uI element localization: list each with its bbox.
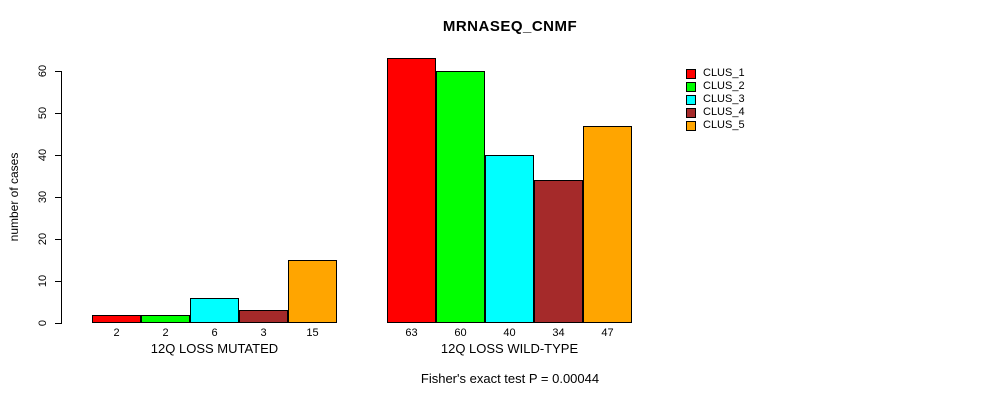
legend-swatch-icon	[686, 81, 696, 92]
legend-item-clus_4: CLUS_4	[686, 106, 745, 119]
legend-swatch-icon	[686, 120, 696, 131]
bar-value-label: 15	[306, 327, 319, 339]
y-axis-tick	[55, 197, 61, 198]
bar-clus_5-group1	[288, 260, 337, 323]
chart-title: MRNASEQ_CNMF	[442, 18, 578, 35]
y-axis-tick-label: 20	[37, 232, 49, 246]
group-label-2: 12Q LOSS WILD-TYPE	[440, 341, 579, 356]
bar-value-label: 2	[162, 327, 169, 339]
bar-value-label: 2	[113, 327, 120, 339]
legend-label: CLUS_3	[703, 93, 745, 105]
y-axis-tick	[55, 323, 61, 324]
bar-clus_5-group2	[583, 126, 632, 323]
bar-value-label: 63	[405, 327, 418, 339]
y-axis-tick	[55, 155, 61, 156]
bar-clus_3-group2	[485, 155, 534, 323]
bar-clus_1-group2	[387, 58, 436, 323]
y-axis-tick	[55, 113, 61, 114]
legend-label: CLUS_1	[703, 67, 745, 79]
y-axis-line	[61, 71, 62, 324]
y-axis-tick-label: 10	[37, 274, 49, 288]
y-axis-tick-label: 30	[37, 190, 49, 204]
bar-value-label: 6	[211, 327, 218, 339]
bar-clus_3-group1	[190, 298, 239, 323]
bar-clus_2-group2	[436, 71, 485, 323]
y-axis-tick-label: 0	[37, 319, 49, 327]
legend-label: CLUS_2	[703, 80, 745, 92]
bar-value-label: 47	[601, 327, 614, 339]
legend-item-clus_1: CLUS_1	[686, 67, 745, 80]
bar-value-label: 34	[552, 327, 565, 339]
bar-clus_2-group1	[141, 315, 190, 323]
legend-label: CLUS_4	[703, 106, 745, 118]
y-axis-tick-label: 40	[37, 148, 49, 162]
fisher-test-annotation: Fisher's exact test P = 0.00044	[420, 371, 600, 386]
y-axis-tick	[55, 71, 61, 72]
y-axis-tick	[55, 281, 61, 282]
bar-clus_4-group2	[534, 180, 583, 323]
group-label-1: 12Q LOSS MUTATED	[150, 341, 279, 356]
y-axis-tick-label: 50	[37, 106, 49, 120]
y-axis-title: number of cases	[7, 152, 21, 242]
bar-value-label: 40	[503, 327, 516, 339]
legend-label: CLUS_5	[703, 119, 745, 131]
bar-value-label: 60	[454, 327, 467, 339]
y-axis-tick-label: 60	[37, 64, 49, 78]
legend: CLUS_1 CLUS_2 CLUS_3 CLUS_4 CLUS_5	[686, 67, 745, 132]
bar-clus_4-group1	[239, 310, 288, 323]
legend-swatch-icon	[686, 107, 696, 118]
legend-item-clus_3: CLUS_3	[686, 93, 745, 106]
legend-swatch-icon	[686, 94, 696, 105]
legend-item-clus_2: CLUS_2	[686, 80, 745, 93]
legend-swatch-icon	[686, 68, 696, 79]
bar-clus_1-group1	[92, 315, 141, 323]
y-axis-tick	[55, 239, 61, 240]
legend-item-clus_5: CLUS_5	[686, 119, 745, 132]
bar-value-label: 3	[260, 327, 267, 339]
